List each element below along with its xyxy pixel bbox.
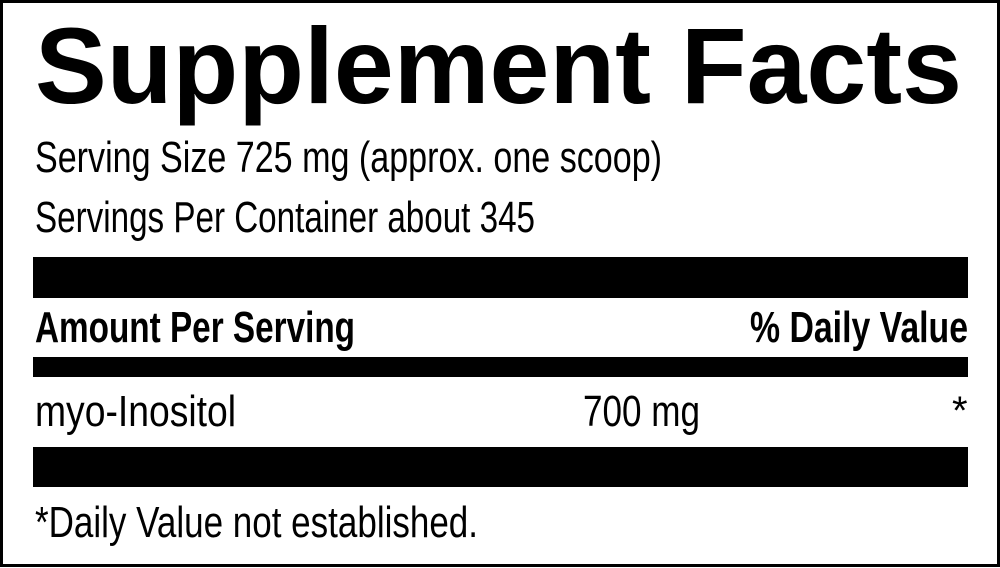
ingredient-daily-value: * xyxy=(952,389,968,433)
label-title: Supplement Facts xyxy=(35,5,962,126)
thick-divider-bottom xyxy=(33,447,968,487)
ingredient-name: myo-Inositol xyxy=(35,387,236,436)
thick-divider xyxy=(33,257,968,298)
footnote: *Daily Value not established. xyxy=(35,498,478,547)
serving-size: Serving Size 725 mg (approx. one scoop) xyxy=(35,133,662,182)
daily-value-header: % Daily Value xyxy=(750,303,968,352)
servings-per-container: Servings Per Container about 345 xyxy=(35,193,535,242)
medium-divider xyxy=(33,357,968,377)
ingredient-amount: 700 mg xyxy=(583,387,700,436)
amount-per-serving-header: Amount Per Serving xyxy=(35,303,355,352)
